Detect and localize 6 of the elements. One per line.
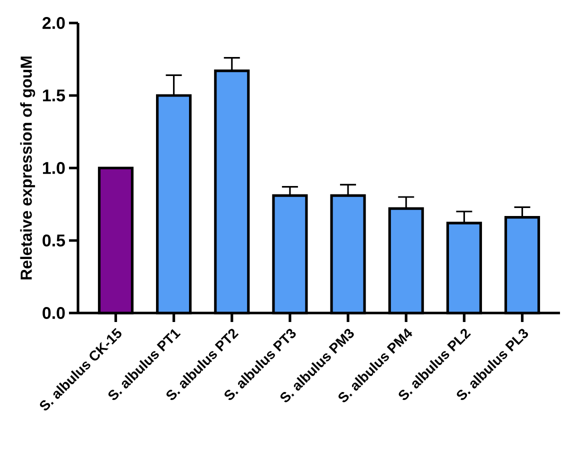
y-axis-title: Reletaive expression of gouM	[20, 56, 36, 280]
y-tick-label: 1.5	[43, 90, 66, 102]
y-tick-label: 2.0	[42, 17, 65, 29]
y-tick-label: 0.5	[42, 234, 66, 246]
y-tick-label: 0.0	[42, 307, 65, 319]
y-tick-label: 1.0	[43, 162, 65, 174]
